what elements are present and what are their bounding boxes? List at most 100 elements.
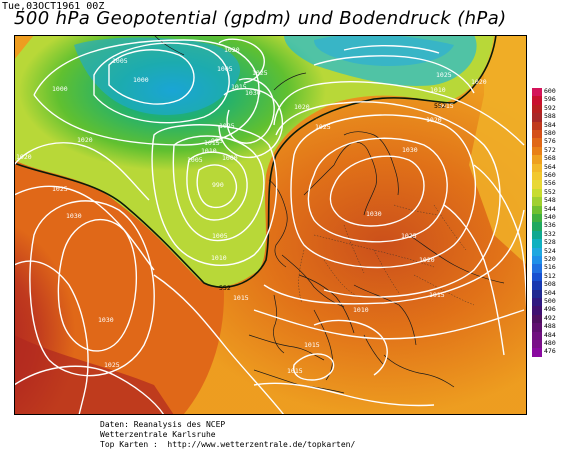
legend-swatch: [532, 113, 542, 123]
isobar-label: 1030: [366, 210, 382, 218]
isobar-label: 1005: [212, 232, 228, 240]
isobar-label: 1025: [252, 69, 268, 77]
legend-swatch: [532, 256, 542, 265]
isobar-label: 1020: [471, 78, 487, 86]
legend-swatch: [532, 205, 542, 215]
legend-swatch: [532, 264, 542, 274]
legend-label: 516: [544, 263, 556, 272]
legend-swatch: [532, 146, 542, 156]
isobar-label: 1030: [66, 212, 82, 220]
legend-label: 484: [544, 330, 556, 339]
geopotential-label: 552: [434, 102, 446, 110]
country-borders: [298, 204, 475, 306]
legend-swatch: [532, 96, 542, 106]
legend-label: 592: [544, 103, 556, 112]
legend-label: 504: [544, 288, 556, 297]
geopotential-labels: 552 552: [219, 102, 446, 292]
legend-swatch: [532, 222, 542, 232]
legend-swatch: [532, 247, 542, 257]
legend-label: 540: [544, 213, 556, 221]
yellow-band-east: [469, 35, 527, 265]
legend-swatch: [532, 172, 542, 181]
isobar-label: 1020: [77, 136, 93, 144]
isobar-label: 1015: [204, 139, 220, 147]
legend-label: 480: [544, 339, 556, 347]
legend-swatch: [532, 331, 542, 341]
isobar-label: 1020: [224, 46, 240, 54]
legend-label: 600: [544, 87, 556, 95]
legend-swatch: [532, 214, 542, 223]
legend-label: 596: [544, 95, 556, 104]
legend-swatch: [532, 306, 542, 316]
isobar-label: 1005: [217, 65, 233, 73]
isobar-label: 1000: [52, 85, 68, 93]
isobar-label: 1025: [315, 123, 331, 131]
legend-swatch: [532, 298, 542, 307]
isobar-label: 1025: [436, 71, 452, 79]
map-title: 500 hPa Geopotential (gpdm) und Bodendru…: [14, 8, 507, 29]
isobar-label: 1025: [219, 122, 235, 130]
legend-label: 528: [544, 238, 556, 247]
isobar-label: 1030: [98, 316, 114, 324]
isobar-label: 1005: [187, 156, 203, 164]
date-label: Tue,03OCT1961 00Z: [2, 1, 105, 12]
isobar-label: 1015: [429, 291, 445, 299]
legend-label: 536: [544, 221, 556, 230]
isobar-label: 1010: [201, 147, 217, 155]
legend-swatch: [532, 155, 542, 165]
legend-swatch: [532, 348, 542, 358]
isobar-label: 1030: [245, 89, 261, 97]
legend-label: 552: [544, 187, 556, 196]
cyan-core: [74, 37, 241, 115]
legend-swatch: [532, 239, 542, 249]
isobar-label: 1010: [430, 86, 446, 94]
isobar-label: 1015: [233, 294, 249, 302]
isobar-label: 1025: [401, 232, 417, 240]
isobar-label: 1015: [304, 341, 320, 349]
isobar-label: 1030: [402, 146, 418, 154]
legend-label: 488: [544, 322, 556, 331]
footer-line-1: Daten: Reanalysis des NCEP: [100, 420, 226, 429]
isobar-label: 1015: [287, 367, 303, 375]
legend-label: 556: [544, 179, 556, 188]
isobar-label: 1010: [353, 306, 369, 314]
legend-label: 500: [544, 297, 556, 305]
legend-swatch: [532, 272, 542, 282]
legend-swatch: [532, 230, 542, 240]
legend-swatch: [532, 88, 542, 97]
isobars: [14, 38, 527, 415]
legend-label: 524: [544, 246, 556, 255]
legend-label: 564: [544, 162, 556, 171]
legend-label: 512: [544, 271, 556, 280]
isobar-label: 1020: [426, 116, 442, 124]
legend-swatch: [532, 104, 542, 114]
legend-swatch: [532, 138, 542, 148]
legend-label: 492: [544, 313, 556, 322]
isobar-label: 995: [211, 137, 223, 145]
isobar-label: 1020: [294, 103, 310, 111]
legend-label: 568: [544, 154, 556, 163]
legend-label: 580: [544, 129, 556, 137]
isobar-label: 1000: [133, 76, 149, 84]
legend-label: 584: [544, 120, 556, 129]
isobar-label: 1005: [112, 57, 128, 65]
legend-label: 560: [544, 171, 556, 179]
footer-line-2: Wetterzentrale Karlsruhe: [100, 430, 216, 439]
legend-label: 520: [544, 255, 556, 263]
footer-credits: Daten: Reanalysis des NCEP Wetterzentral…: [100, 420, 355, 450]
legend-swatch: [532, 289, 542, 299]
isobar-label: 1000: [222, 154, 238, 162]
legend-swatch: [532, 130, 542, 139]
legend-swatch: [532, 340, 542, 349]
legend-label: 544: [544, 204, 556, 213]
legend-swatch: [532, 314, 542, 324]
isobar-label: 1025: [52, 185, 68, 193]
legend-label: 572: [544, 145, 556, 154]
legend-swatch: [532, 281, 542, 291]
legend-label: 548: [544, 196, 556, 205]
legend-label: 532: [544, 229, 556, 238]
isobar-label: 1020: [419, 256, 435, 264]
legend-swatch: [532, 121, 542, 131]
legend-label: 588: [544, 112, 556, 121]
